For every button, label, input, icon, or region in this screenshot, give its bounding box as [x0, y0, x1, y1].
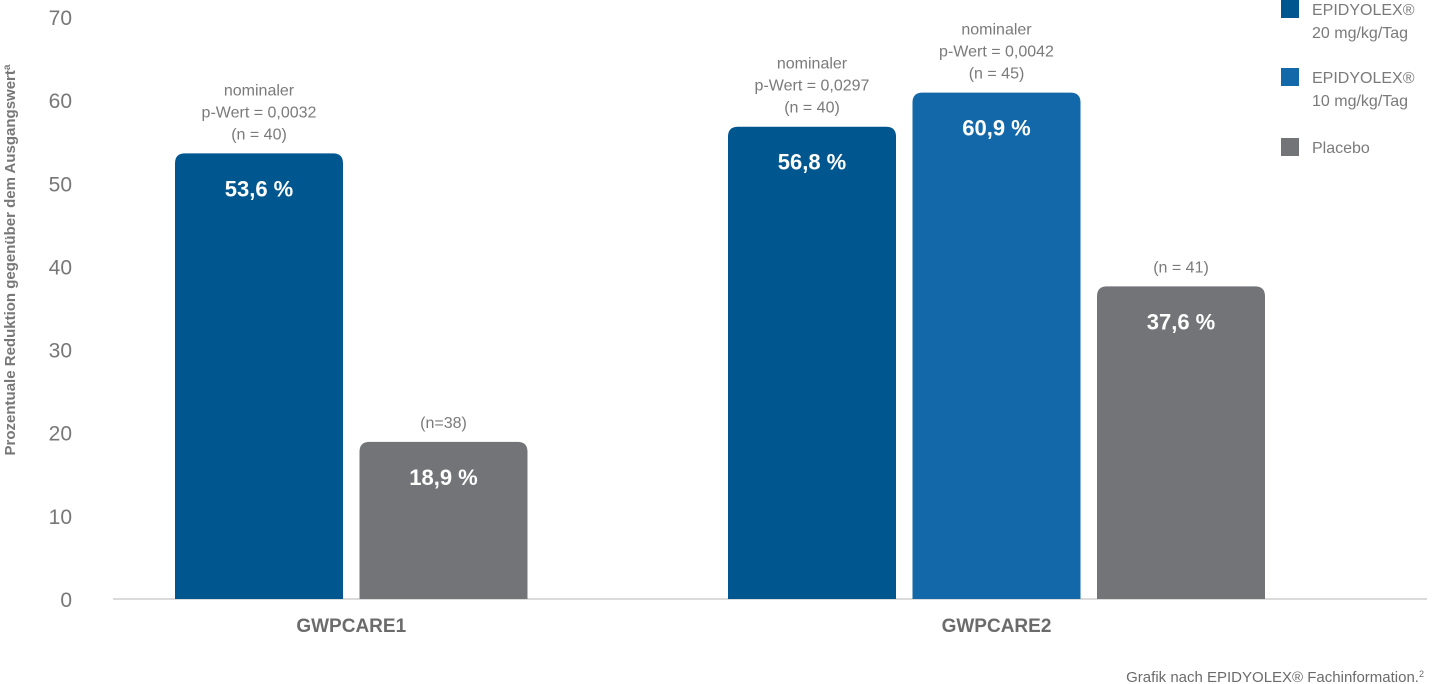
y-tick-label: 40 — [49, 256, 72, 279]
legend-swatch — [1281, 138, 1299, 156]
y-tick-label: 50 — [49, 173, 72, 196]
x-category-label: GWPCARE2 — [942, 616, 1052, 637]
bar — [359, 441, 528, 599]
bar-annotation: (n = 45) — [969, 66, 1025, 83]
bar-value-label: 18,9 % — [409, 465, 478, 490]
bar-annotation: p-Wert = 0,0297 — [755, 78, 870, 95]
y-tick-label: 60 — [49, 90, 72, 113]
legend-label: EPIDYOLEX® — [1312, 2, 1415, 19]
bar-annotation: (n = 41) — [1153, 259, 1209, 276]
bar — [912, 92, 1081, 599]
x-axis-categories: GWPCARE1 GWPCARE2 — [296, 616, 1051, 637]
legend-label: EPIDYOLEX® — [1312, 70, 1415, 87]
x-category-label: GWPCARE1 — [296, 616, 406, 637]
bar-value-label: 60,9 % — [962, 116, 1031, 141]
y-tick-label: 0 — [60, 589, 72, 612]
bar-value-label: 53,6 % — [225, 176, 294, 201]
bar-value-label: 37,6 % — [1147, 309, 1216, 334]
y-tick-label: 30 — [49, 340, 72, 363]
source-note: Grafik nach EPIDYOLEX® Fachinformation.2 — [1126, 669, 1424, 684]
bar-annotation: (n=38) — [420, 415, 467, 432]
legend-label: 10 mg/kg/Tag — [1312, 93, 1408, 110]
y-axis-ticks: 0 10 20 30 40 50 60 70 — [49, 7, 72, 612]
legend: EPIDYOLEX® 20 mg/kg/Tag EPIDYOLEX® 10 mg/kg… — [1281, 0, 1415, 157]
legend-swatch — [1281, 0, 1299, 18]
bar-value-label: 56,8 % — [778, 150, 847, 175]
legend-label: Placebo — [1312, 140, 1370, 157]
legend-swatch — [1281, 68, 1299, 86]
bar — [1097, 286, 1265, 599]
y-tick-label: 70 — [49, 7, 72, 30]
bar — [175, 153, 343, 599]
bar — [728, 126, 896, 600]
bar-annotation: (n = 40) — [784, 100, 840, 117]
bar-annotation: nominaler — [961, 22, 1032, 39]
y-tick-label: 10 — [49, 506, 72, 529]
bar-annotation: (n = 40) — [231, 126, 287, 143]
legend-label: 20 mg/kg/Tag — [1312, 25, 1408, 42]
bar-annotation: p-Wert = 0,0032 — [202, 104, 317, 121]
bar-annotation: nominaler — [224, 82, 295, 99]
y-tick-label: 20 — [49, 423, 72, 446]
bar-annotation: p-Wert = 0,0042 — [939, 44, 1054, 61]
bars: 53,6 % nominaler p-Wert = 0,0032 (n = 40) 18… — [175, 22, 1265, 600]
bar-annotation: nominaler — [777, 56, 848, 73]
y-axis-label: Prozentuale Reduktion gegenüber dem Ausg… — [2, 64, 20, 455]
